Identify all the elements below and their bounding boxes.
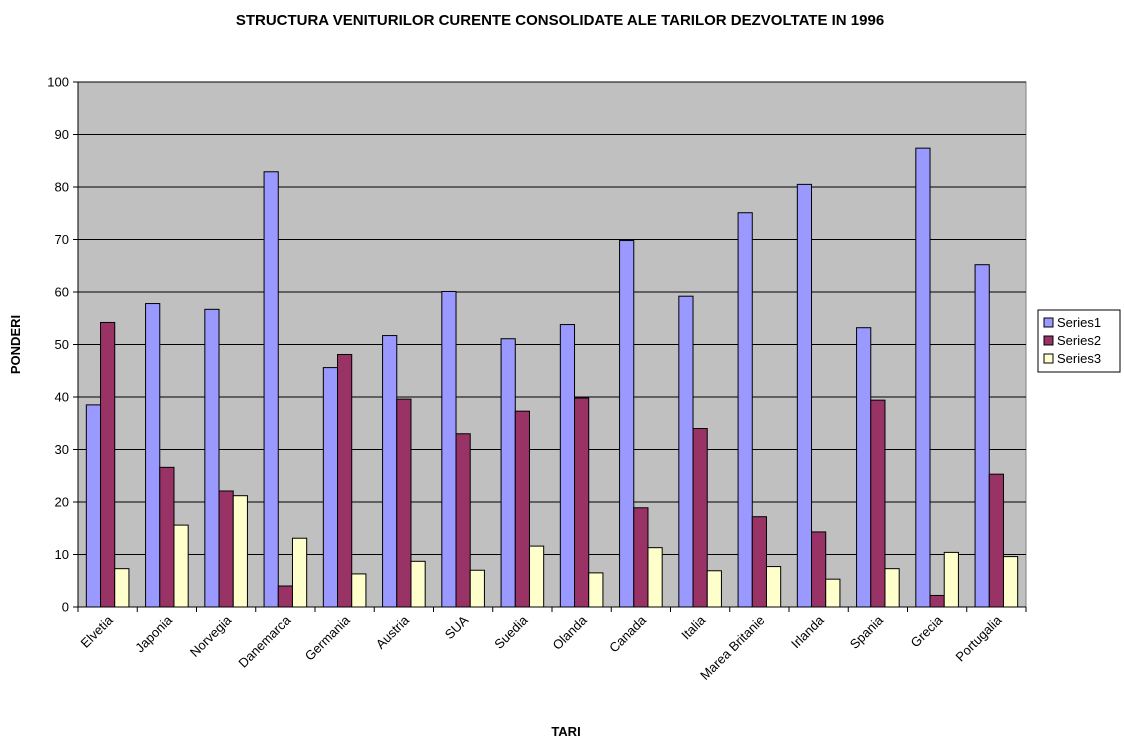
chart-title: STRUCTURA VENITURILOR CURENTE CONSOLIDAT… [236, 12, 884, 29]
bar-series1-germania [322, 367, 339, 608]
bar-series3-marea-britanie [765, 566, 782, 608]
bar-series3-norvegia [232, 495, 248, 608]
bar-series1-austria [382, 335, 398, 608]
legend-swatch-series2 [1043, 335, 1054, 346]
y-tick-label: 100 [47, 75, 69, 90]
x-axis-title: TARI [551, 724, 580, 739]
bar-series1-marea-britanie [737, 212, 753, 608]
x-tick-label: Danemarca [235, 612, 294, 671]
bar-series2-irlanda [811, 531, 827, 608]
bar-series1-elvetia [85, 404, 102, 608]
bar-series1-portugalia [974, 264, 990, 608]
y-tick-label: 10 [55, 547, 69, 562]
bar-series2-austria [396, 398, 412, 608]
legend: Series1 Series2 Series3 [1037, 309, 1121, 373]
legend-swatch-series3 [1043, 353, 1054, 364]
bar-series3-elvetia [114, 568, 130, 608]
x-tick-label: SUA [442, 612, 472, 642]
bar-series1-spania [856, 327, 872, 608]
bar-series3-portugalia [1002, 556, 1019, 608]
bar-series1-danemarca [263, 171, 279, 608]
bar-series1-olanda [559, 324, 576, 608]
bar-series1-norvegia [204, 308, 220, 608]
bar-series3-spania [884, 568, 900, 608]
bars [85, 147, 1019, 608]
bar-series1-grecia [915, 147, 931, 608]
bar-series3-japonia [173, 524, 189, 608]
bar-series3-italia [706, 570, 722, 608]
bar-series3-danemarca [291, 537, 308, 608]
bar-series2-italia [692, 428, 708, 608]
x-tick-label: Norvegia [187, 612, 235, 660]
bar-series1-sua [441, 290, 457, 608]
y-tick-label: 30 [55, 442, 69, 457]
x-tick-labels: Elvetia Japonia Norvegia Danemarca Germania A… [78, 612, 1005, 683]
bar-series2-norvegia [218, 490, 234, 608]
bar-series2-portugalia [988, 473, 1004, 608]
bar-series1-suedia [500, 338, 516, 608]
legend-swatch-series1 [1043, 317, 1054, 328]
bar-series2-marea-britanie [751, 516, 767, 608]
legend-label-series1: Series1 [1057, 315, 1101, 330]
bar-series1-canada [619, 240, 635, 608]
x-tick-label: Spania [847, 612, 887, 652]
y-tick-label: 20 [55, 495, 69, 510]
bar-series2-canada [633, 507, 649, 608]
x-tick-label: Japonia [132, 612, 175, 655]
y-tick-label: 70 [55, 232, 69, 247]
bar-series2-olanda [574, 397, 590, 608]
y-tick-label: 90 [55, 127, 69, 142]
bar-series2-grecia [929, 594, 945, 608]
x-tick-label: Olanda [549, 612, 590, 653]
bar-series2-suedia [514, 410, 530, 608]
bar-series3-canada [647, 547, 663, 608]
bar-series2-sua [455, 433, 471, 608]
bar-series3-irlanda [825, 578, 841, 608]
x-tick-label: Grecia [908, 612, 946, 650]
bar-series3-grecia [943, 551, 959, 608]
legend-label-series2: Series2 [1057, 333, 1101, 348]
bar-series1-japonia [145, 303, 161, 608]
bar-series3-suedia [528, 545, 545, 608]
y-tick-label: 50 [55, 337, 69, 352]
x-tick-label: Italia [678, 612, 709, 643]
bar-series3-olanda [588, 572, 604, 608]
bar-series2-danemarca [277, 585, 293, 608]
x-tick-label: Elvetia [78, 612, 117, 651]
bar-series2-spania [870, 399, 886, 608]
x-tick-label: Austria [373, 612, 413, 652]
bar-series1-irlanda [796, 183, 813, 608]
y-tick-label: 60 [55, 285, 69, 300]
x-tick-label: Portugalia [952, 612, 1005, 665]
y-tick-label: 80 [55, 180, 69, 195]
x-tick-label: Germania [302, 612, 354, 664]
x-tick-label: Irlanda [788, 612, 827, 651]
y-tick-label: 40 [55, 390, 69, 405]
legend-label-series3: Series3 [1057, 351, 1101, 366]
y-tick-label: 0 [62, 600, 69, 615]
y-tick-labels: 0 10 20 30 40 50 60 70 80 90 100 [47, 75, 69, 615]
axes [73, 81, 1027, 612]
x-tick-label: Canada [606, 612, 649, 655]
bar-series2-germania [337, 353, 353, 608]
bar-series2-elvetia [100, 321, 116, 608]
y-axis-title: PONDERI [8, 315, 23, 374]
bar-series3-germania [351, 573, 367, 608]
bar-series3-austria [410, 560, 426, 608]
bar-series1-italia [678, 295, 694, 608]
bar-series2-japonia [159, 466, 175, 608]
x-tick-label: Suedia [491, 612, 531, 652]
bar-series3-sua [469, 569, 485, 608]
